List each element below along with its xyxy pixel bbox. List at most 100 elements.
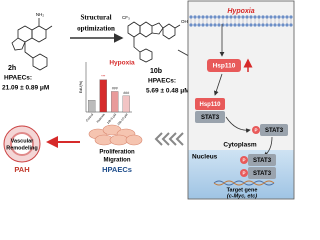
lipid-head [229,23,233,27]
arrow [213,73,223,96]
phospho-label: P [242,158,245,163]
lipid-head [265,23,269,27]
lipid-head [225,23,229,27]
significance: ### [123,91,129,95]
lipid-head [209,23,213,27]
lipid-head [253,15,257,19]
molecule-2h [11,18,53,71]
cell-process: Migration [104,158,131,164]
lipid-head [281,15,285,19]
lipid-head [245,15,249,19]
outcome-label: Vascular [11,138,34,144]
lipid-head [265,15,269,19]
protein-label: Hsp110 [213,63,236,70]
x-tick-label: 10b-5 μM [106,112,118,125]
arrow [225,116,251,133]
lipid-head [269,23,273,27]
lipid-head [193,15,197,19]
compound-name: 10b [150,68,162,75]
protein-label: STAT3 [265,128,284,134]
lipid-head [189,23,193,27]
cells [88,124,143,146]
lipid-head [197,15,201,19]
phospho-label: P [242,171,245,176]
lipid-head [257,15,261,19]
protein-box [260,124,288,136]
bar [99,79,107,113]
arrow-label: optimization [77,25,115,33]
protein-label: STAT3 [253,158,272,164]
phospho-label: P [254,128,257,133]
lipid-head [217,15,221,19]
region-label: Cytoplasm [223,142,256,149]
lipid-head [213,23,217,27]
lipid-head [261,23,265,27]
ic50: 5.69 ± 0.48 μM [146,88,190,95]
region-label: Nucleus [192,154,218,161]
lipid-head [201,15,205,19]
lipid-head [273,15,277,19]
lipid-head [205,15,209,19]
lipid-head [213,15,217,19]
lipid-head [201,23,205,27]
graphical-abstract: NH₂ 2h HPAECs: 21.09 ± 0.89 μM Structura… [2,0,295,199]
atom: OH [181,19,188,24]
vessel-lumen [10,132,34,156]
lipid-head [285,15,289,19]
bar [88,100,96,113]
lipid-head [233,15,237,19]
lipid-head [209,15,213,19]
molecule-10b [127,21,181,63]
chevrons [154,132,184,146]
bar [111,91,119,113]
mini-chart: EdU(%) Hypoxia Control *** Hypoxia ### 10b-5… [79,60,135,126]
lipid-head [205,23,209,27]
lipid-head [269,15,273,19]
compound-name: 2h [8,65,16,72]
significance: *** [101,75,106,79]
lipid-head [261,15,265,19]
lipid-head [249,23,253,27]
lipid-head [289,15,293,19]
atom: NH₂ [36,12,44,17]
lipid-head [285,23,289,27]
ic50: 21.09 ± 0.89 μM [2,85,49,92]
phospho-dot [240,169,248,177]
lipid-head [229,15,233,19]
x-tick-label: 10b-10 μM [116,112,129,126]
y-axis-label: EdU(%) [79,81,83,93]
lipid-head [241,23,245,27]
protein-box [195,111,225,123]
disease-label: PAH [14,165,29,174]
lipid-head [197,23,201,27]
lipid-head [277,15,281,19]
phospho-dot [252,126,260,134]
lipid-head [241,15,245,19]
phospho-dot [240,156,248,164]
complex-label: STAT3 [201,115,220,121]
lipid-head [253,23,257,27]
membrane [189,15,293,27]
lipid-head [237,15,241,19]
bar [122,95,130,113]
lipid-head [221,15,225,19]
protein-box [248,154,276,166]
cell-process: Proliferation [99,150,135,156]
target-label: Target gene [227,187,258,193]
chart-title: Hypoxia [109,60,135,67]
atom: CF₃ [122,15,130,20]
lipid-head [193,23,197,27]
lipid-head [289,23,293,27]
lipid-head [189,15,193,19]
arrow-label: Structural [80,14,111,22]
lipid-head [245,23,249,27]
lipid-head [273,23,277,27]
target-label: (c-Myc, etc) [227,193,257,199]
x-tick-label: Hypoxia [96,112,106,123]
lipid-head [257,23,261,27]
lipid-head [237,23,241,27]
protein-box [195,98,225,110]
protein-box [207,59,241,72]
significance: ### [112,86,118,90]
lipid-head [249,15,253,19]
